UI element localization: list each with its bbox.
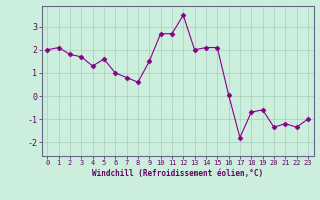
X-axis label: Windchill (Refroidissement éolien,°C): Windchill (Refroidissement éolien,°C) [92, 169, 263, 178]
